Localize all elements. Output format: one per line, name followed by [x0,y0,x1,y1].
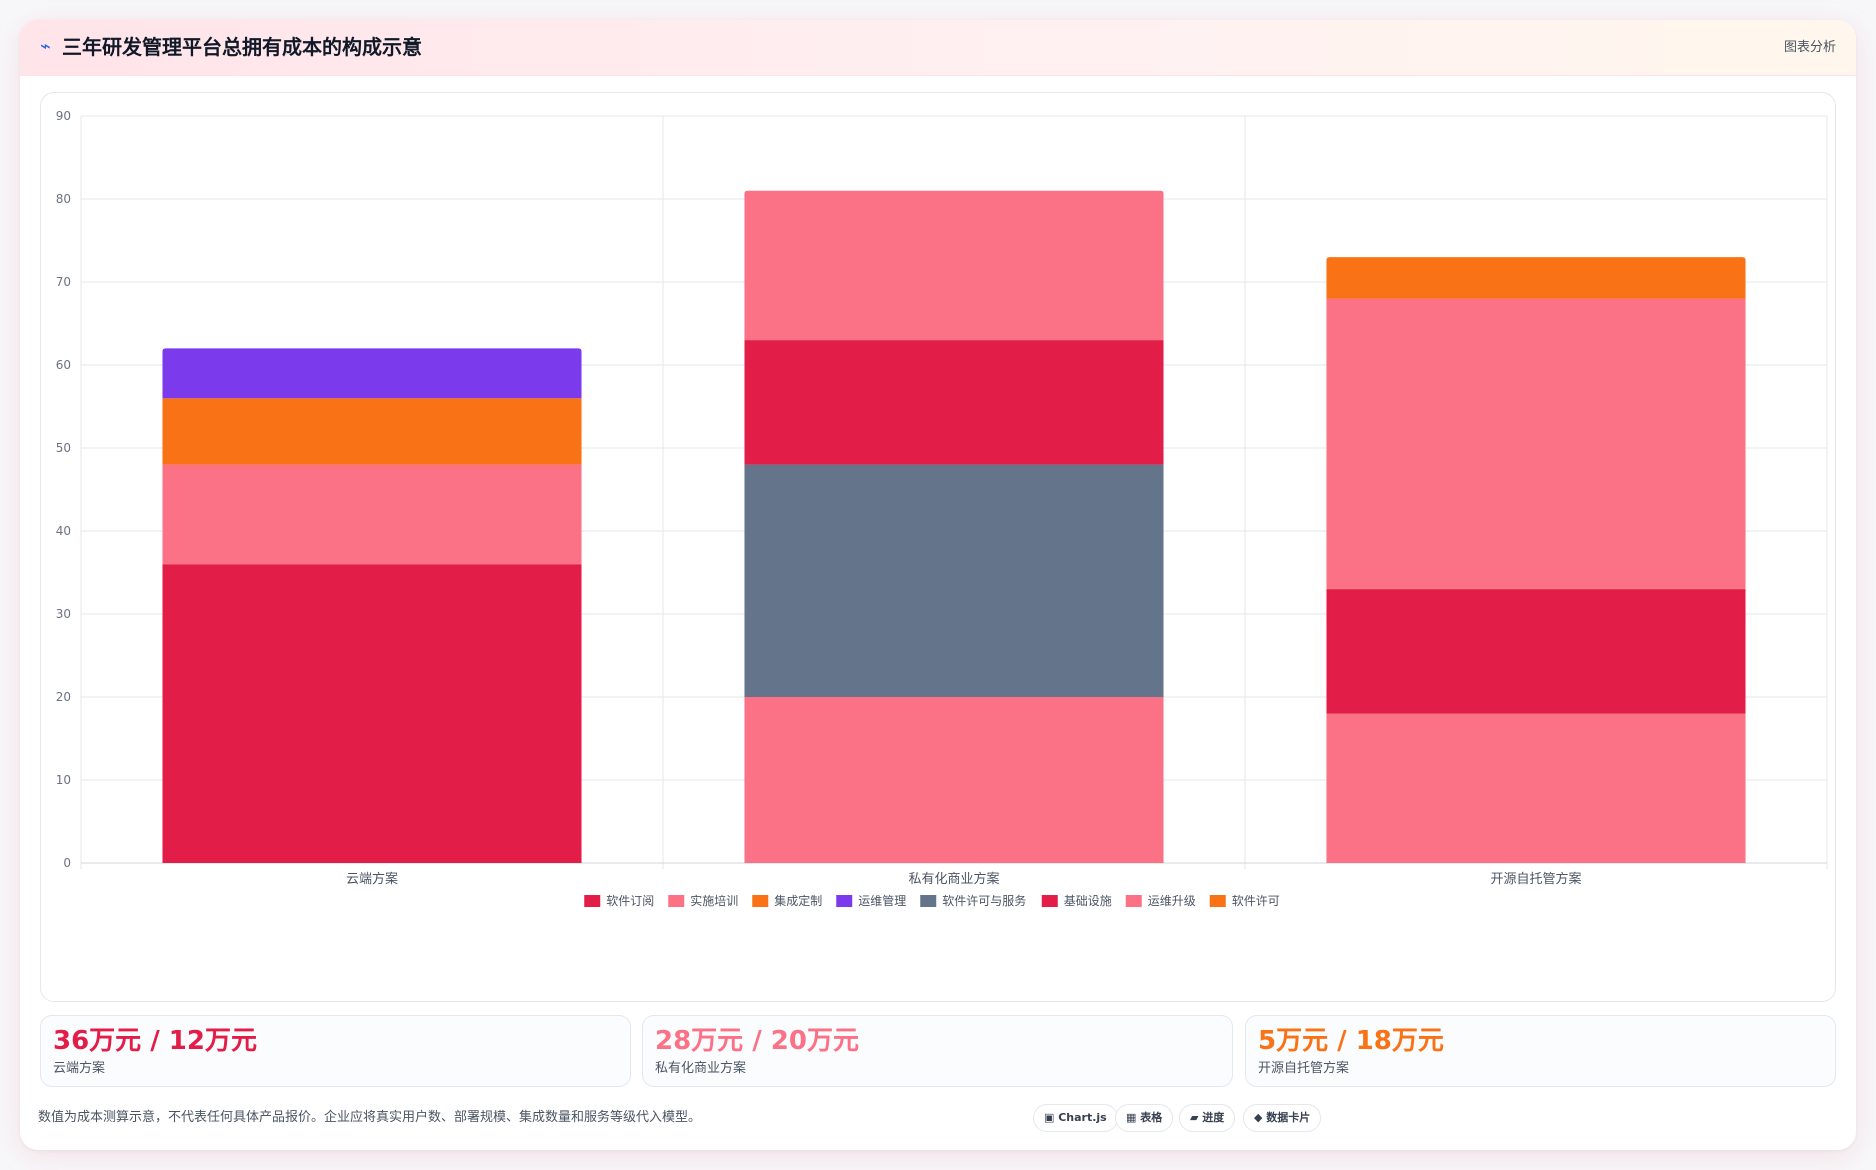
card-header: ⌁ 三年研发管理平台总拥有成本的构成示意 图表分析 [20,20,1856,76]
bar-segment [1326,257,1746,299]
stat-card-cloud: 36万元 / 12万元 云端方案 [40,1015,631,1087]
y-tick-label: 10 [56,773,71,787]
y-tick-label: 60 [56,358,71,372]
tag-chartjs[interactable]: ▣ Chart.js [1033,1104,1118,1132]
stat-value: 36万元 / 12万元 [53,1026,257,1056]
y-tick-label: 20 [56,690,71,704]
legend-swatch [752,895,769,907]
bar-segment [162,464,582,565]
chart-card: ⌁ 三年研发管理平台总拥有成本的构成示意 图表分析 0 10 20 30 40 50 60 7… [20,20,1856,1150]
stats-row: 36万元 / 12万元 云端方案 28万元 / 20万元 私有化商业方案 5万元… [40,1015,1836,1087]
tag-progress[interactable]: ▰ 进度 [1179,1104,1236,1132]
legend-item: 基础设施 [1041,894,1112,908]
y-tick-label: 90 [56,109,71,123]
footer-note: 数值为成本测算示意，不代表任何具体产品报价。企业应将真实用户数、部署规模、集成数… [38,1110,702,1125]
y-tick-label: 50 [56,441,71,455]
chart-panel: 0 10 20 30 40 50 60 70 80 90 云端方案 私有化商业方案 开源自托管方案软件订… [40,92,1836,1002]
bar-segment [744,340,1164,465]
legend-item: 软件订阅 [584,894,654,908]
y-tick-label: 70 [56,275,71,289]
stacked-bar-chart: 0 10 20 30 40 50 60 70 80 90 云端方案 私有化商业方案 开源自托管方案软件订… [56,109,1828,908]
y-tick-label: 40 [56,524,71,538]
legend-swatch [836,895,853,907]
legend-swatch [668,895,685,907]
legend-item: 运维管理 [836,893,906,908]
legend-label: 软件许可与服务 [942,893,1026,908]
bar-segment [1326,298,1746,590]
stat-card-private: 28万元 / 20万元 私有化商业方案 [642,1015,1233,1087]
legend-item: 实施培训 [668,893,738,908]
bar-segment [744,190,1164,341]
tag-table[interactable]: ▦ 表格 [1115,1104,1174,1132]
legend-item: 软件许可与服务 [920,893,1026,908]
bar-segment [744,464,1164,697]
legend-item: 软件许可 [1209,894,1280,908]
y-tick-label: 0 [63,856,71,870]
stat-value: 28万元 / 20万元 [655,1026,859,1056]
tag-data-card[interactable]: ◆ 数据卡片 [1243,1104,1322,1132]
x-tick-label: 私有化商业方案 [908,871,999,887]
legend-swatch [920,895,937,907]
stat-card-opensource: 5万元 / 18万元 开源自托管方案 [1245,1015,1836,1087]
chart-analysis-link[interactable]: 图表分析 [1783,40,1836,55]
page-title: 三年研发管理平台总拥有成本的构成示意 [62,35,422,59]
bar-segment [162,348,582,399]
legend-swatch [1125,895,1142,907]
chart-trend-icon: ⌁ [40,36,51,57]
legend-swatch [1041,895,1058,907]
legend-swatch [1209,895,1226,907]
stat-value: 5万元 / 18万元 [1258,1026,1444,1056]
stat-label: 开源自托管方案 [1258,1061,1350,1076]
legend-label: 运维管理 [858,893,906,908]
legend-label: 基础设施 [1064,894,1112,908]
legend-item: 集成定制 [752,893,822,908]
bar-segment [162,564,582,863]
bar-segment [1326,713,1746,863]
legend-item: 运维升级 [1125,894,1196,908]
y-tick-label: 80 [56,192,71,206]
bar-segment [162,398,582,465]
x-tick-label: 开源自托管方案 [1490,871,1581,887]
bar-segment [1326,589,1746,714]
legend-label: 软件订阅 [606,894,654,908]
legend-label: 运维升级 [1148,894,1196,908]
legend-swatch [584,895,601,907]
bar-segment [744,697,1164,863]
legend-label: 实施培训 [690,893,738,908]
stat-label: 云端方案 [53,1061,106,1076]
stat-label: 私有化商业方案 [655,1061,747,1076]
legend-label: 软件许可 [1232,894,1280,908]
legend-label: 集成定制 [774,893,822,908]
y-tick-label: 30 [56,607,71,621]
x-tick-label: 云端方案 [346,871,398,887]
